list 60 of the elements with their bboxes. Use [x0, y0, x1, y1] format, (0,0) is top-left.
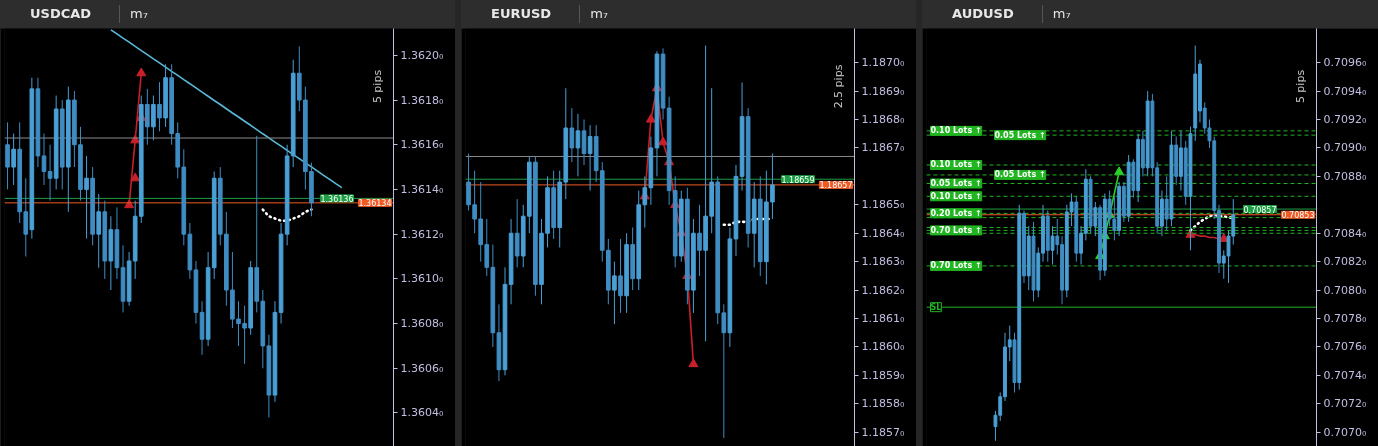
- y-tick-label: 1.1868₀: [861, 112, 905, 126]
- chart-title: USDCAD: [30, 4, 92, 23]
- annotation: 2.5 pips: [832, 64, 845, 109]
- y-tick-label: 0.7074₀: [1323, 368, 1367, 382]
- annotation: 1.18657: [819, 181, 853, 191]
- y-tick-label: 1.1863₀: [861, 255, 905, 269]
- ref-line-label: SL: [930, 302, 942, 312]
- y-tick-label: 1.1861₀: [861, 312, 905, 326]
- ref-line-label: 0.05 Lots ↑: [930, 178, 982, 188]
- chart-title: EURUSD: [491, 4, 552, 23]
- annotation: 1.36136: [320, 194, 354, 204]
- y-tick-label: 1.1864₀: [861, 226, 905, 240]
- y-tick-label: 1.1858₀: [861, 397, 905, 411]
- y-tick-label: 1.3604₀: [400, 406, 444, 420]
- y-tick-label: 1.1869₀: [861, 84, 905, 98]
- chart-subtitle: m₇: [1041, 4, 1071, 24]
- y-tick-label: 1.3620₀: [400, 48, 444, 62]
- y-tick-label: 1.3606₀: [400, 361, 444, 375]
- y-tick-label: 1.1860₀: [861, 340, 905, 354]
- y-tick-label: 1.1862₀: [861, 283, 905, 297]
- ref-line-label: 0.70 Lots ↑: [930, 225, 982, 235]
- y-tick-label: 1.1859₀: [861, 368, 905, 382]
- y-tick-label: 0.7090₀: [1323, 141, 1367, 155]
- ref-line-label: 0.10 Lots ↑: [930, 191, 982, 201]
- y-tick-label: 0.7092₀: [1323, 112, 1367, 126]
- y-tick-label: 0.7088₀: [1323, 169, 1367, 183]
- chart-subtitle: m₇: [579, 4, 609, 24]
- y-tick-label: 0.7084₀: [1323, 226, 1367, 240]
- y-tick-label: 1.3614₀: [400, 182, 444, 196]
- y-tick-label: 0.7082₀: [1323, 255, 1367, 269]
- y-tick-label: 1.3618₀: [400, 93, 444, 107]
- annotation: 5 pips: [371, 69, 384, 104]
- y-tick-label: 0.7094₀: [1323, 84, 1367, 98]
- annotation: 5 pips: [1294, 69, 1307, 104]
- y-tick-label: 1.3616₀: [400, 138, 444, 152]
- ref-line-label: 0.10 Lots ↑: [930, 126, 982, 136]
- y-tick-label: 1.3608₀: [400, 317, 444, 331]
- annotation: 0.70853: [1281, 211, 1315, 221]
- annotation: 1.18659: [781, 175, 815, 185]
- y-tick-label: 0.7072₀: [1323, 397, 1367, 411]
- y-tick-label: 1.1865₀: [861, 198, 905, 212]
- ref-line-label: 0.05 Lots ↑: [994, 170, 1046, 180]
- ref-line-label: 0.20 Lots ↑: [930, 208, 982, 218]
- annotation: 0.70857: [1243, 205, 1277, 215]
- y-tick-label: 0.7076₀: [1323, 340, 1367, 354]
- y-tick-label: 0.7080₀: [1323, 283, 1367, 297]
- y-tick-label: 1.1867₀: [861, 141, 905, 155]
- y-tick-label: 0.7096₀: [1323, 56, 1367, 70]
- ref-line-label: 0.10 Lots ↑: [930, 160, 982, 170]
- y-tick-label: 0.7070₀: [1323, 425, 1367, 439]
- chart-subtitle: m₇: [119, 4, 148, 24]
- y-tick-label: 1.3610₀: [400, 272, 444, 286]
- y-tick-label: 1.1857₀: [861, 425, 905, 439]
- ref-line-label: 0.05 Lots ↑: [994, 130, 1046, 140]
- y-tick-label: 1.1870₀: [861, 56, 905, 70]
- y-tick-label: 0.7078₀: [1323, 312, 1367, 326]
- chart-title: AUDUSD: [952, 4, 1014, 23]
- annotation: 1.36134: [358, 199, 392, 209]
- y-tick-label: 1.3612₀: [400, 227, 444, 241]
- ref-line-label: 0.70 Lots ↑: [930, 261, 982, 271]
